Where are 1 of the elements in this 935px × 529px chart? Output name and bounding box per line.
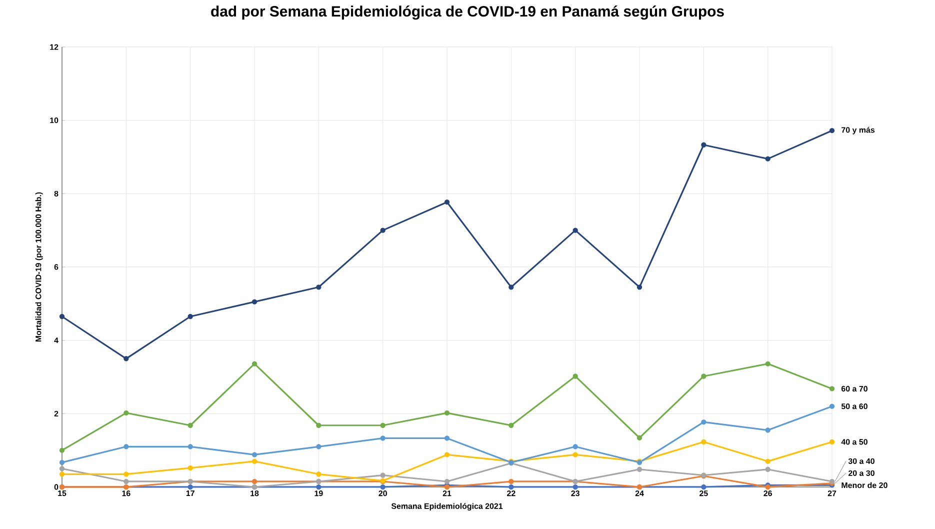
chart-title: dad por Semana Epidemiológica de COVID-19 en Panamá según Grupos [211, 6, 724, 20]
